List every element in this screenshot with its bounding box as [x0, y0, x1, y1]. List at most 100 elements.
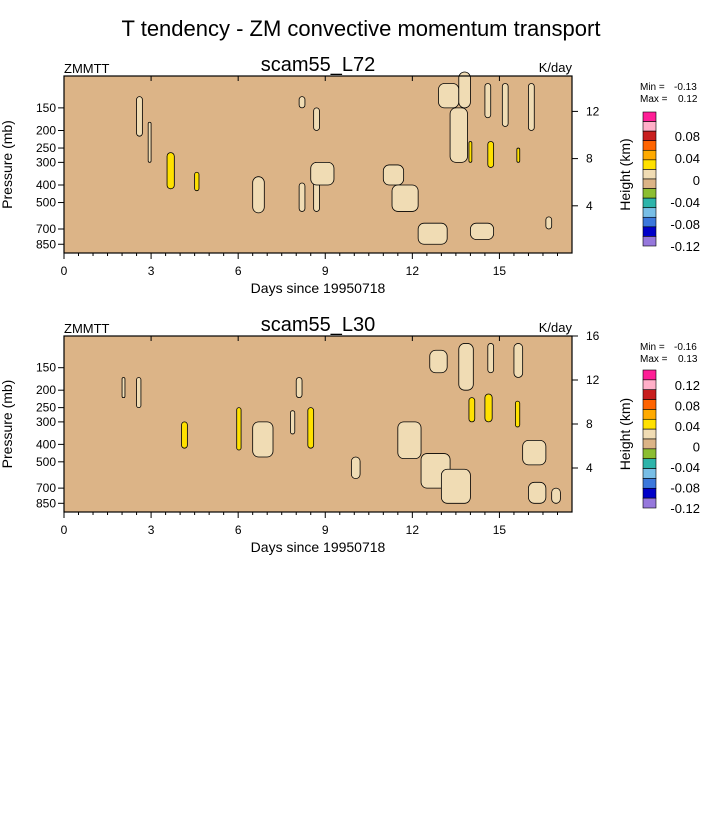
x-tick-label: 6 [235, 523, 242, 537]
contour-cell [307, 407, 315, 449]
y-tick-label: 500 [36, 196, 56, 210]
contour-cell [528, 83, 535, 131]
contour-cell [545, 216, 553, 230]
colorbar-swatch [642, 207, 657, 218]
colorbar-label: 0.08 [675, 398, 700, 413]
contour-cell [528, 481, 547, 504]
x-tick-label: 12 [406, 523, 420, 537]
y-tick-label: 200 [36, 383, 56, 397]
contour-cell [181, 421, 188, 449]
contour-cell [382, 164, 405, 186]
y-right-tick-label: 16 [586, 329, 600, 343]
colorbar-swatch [642, 188, 657, 199]
colorbar-swatch [642, 149, 657, 161]
y-tick-label: 200 [36, 123, 56, 137]
contour-cell [469, 222, 495, 240]
contour-cell [391, 184, 419, 212]
colorbar-label: -0.08 [670, 217, 700, 232]
colorbar-swatch [642, 458, 657, 469]
chart-panel-1: scam55_L72 ZMMTT K/day 0 3 6 9 12 15 Days since 1… [0, 54, 700, 296]
stats-max-label: Max = [640, 354, 668, 365]
y-tick-label: 700 [36, 481, 56, 495]
colorbar-label: 0.12 [675, 378, 700, 393]
x-tick-label: 9 [322, 523, 329, 537]
x-tick-label: 6 [235, 264, 242, 278]
colorbar-label: -0.12 [670, 239, 700, 254]
colorbar-swatch [642, 438, 657, 450]
contour-cell [350, 456, 361, 480]
variable-label: ZMMTT [64, 61, 110, 76]
colorbar-label: -0.08 [670, 480, 700, 495]
colorbar-swatch [642, 448, 657, 460]
contour-cell [458, 343, 474, 391]
x-tick-label: 15 [493, 264, 507, 278]
colorbar-swatch [642, 487, 657, 499]
y-right-tick-label: 4 [586, 461, 593, 475]
colorbar-swatch [642, 478, 657, 489]
stats-max-value: 0.12 [678, 94, 698, 105]
y-right-tick-label: 12 [586, 373, 600, 387]
units-label: K/day [539, 60, 573, 75]
colorbar-swatch [642, 369, 657, 381]
variable-label: ZMMTT [64, 321, 110, 336]
colorbar-swatch [642, 399, 657, 410]
x-axis-label: Days since 19950718 [251, 280, 386, 296]
colorbar-label: -0.04 [670, 195, 700, 210]
y-tick-label: 250 [36, 401, 56, 415]
y-right-axis-label: Height (km) [617, 138, 633, 210]
colorbar-swatch [642, 130, 657, 142]
y-right-axis-label: Height (km) [617, 398, 633, 470]
contour-cell [136, 377, 142, 409]
contour-cell [147, 121, 152, 163]
y-tick-label: 700 [36, 222, 56, 236]
contour-cell [551, 487, 561, 504]
contour-cell [440, 468, 471, 504]
contour-cell [194, 171, 200, 192]
x-axis-label: Days since 19950718 [251, 539, 386, 555]
y-axis-label: Pressure (mb) [0, 380, 15, 469]
x-tick-label: 9 [322, 264, 329, 278]
units-label: K/day [539, 320, 573, 335]
contour-cell [438, 83, 460, 109]
colorbar-label: 0.04 [675, 419, 700, 434]
colorbar-label: -0.04 [670, 460, 700, 475]
contour-cell [252, 176, 265, 214]
contour-cell [290, 410, 296, 435]
stats-min-label: Min = [640, 82, 665, 93]
contour-cell [429, 349, 448, 374]
contour-cell [298, 96, 306, 109]
contour-cell [514, 400, 521, 428]
colorbar-label: -0.12 [670, 501, 700, 516]
contour-cell [484, 83, 492, 119]
colorbar-swatch [642, 428, 657, 440]
contour-cell [298, 182, 306, 212]
y-tick-label: 850 [36, 237, 56, 251]
contour-cell [513, 343, 524, 378]
x-tick-label: 3 [148, 264, 155, 278]
colorbar-label: 0 [693, 173, 700, 188]
plot-background [64, 336, 572, 512]
x-tick-label: 0 [61, 523, 68, 537]
y-tick-label: 850 [36, 496, 56, 510]
chart-panel-2: scam55_L30 ZMMTT K/day 0 3 6 9 12 15 Days since 1… [0, 314, 700, 555]
panels: scam55_L72 ZMMTT K/day 0 3 6 9 12 15 Days since 1… [0, 54, 700, 555]
colorbar-swatch [642, 111, 657, 122]
colorbar-swatch [642, 409, 657, 420]
stats-max-label: Max = [640, 94, 668, 105]
colorbar-swatch [642, 159, 657, 170]
contour-cell [397, 421, 422, 460]
x-tick-label: 15 [493, 523, 507, 537]
colorbar-label: 0.04 [675, 151, 700, 166]
y-tick-label: 400 [36, 437, 56, 451]
contour-cell [313, 107, 320, 131]
contour-cell [449, 107, 468, 163]
contour-cell [136, 96, 143, 137]
plot-frame [63, 75, 573, 254]
y-tick-label: 500 [36, 455, 56, 469]
y-right-tick-label: 12 [586, 104, 600, 118]
y-axis-label: Pressure (mb) [0, 120, 15, 209]
contour-cell [252, 421, 274, 458]
stats-min-label: Min = [640, 342, 665, 353]
contour-cell [468, 397, 476, 423]
